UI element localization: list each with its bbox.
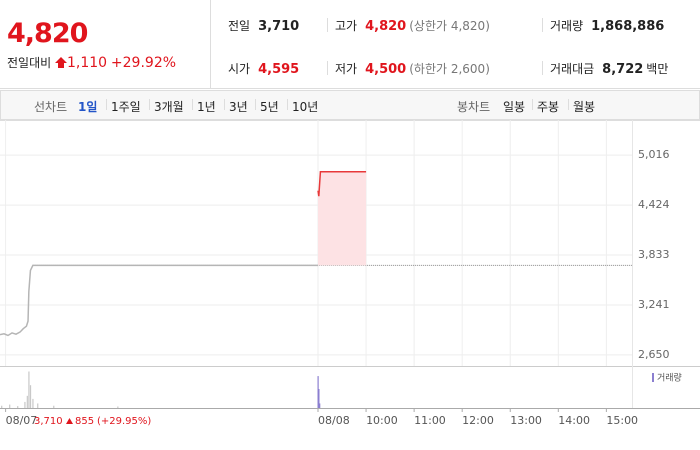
x-tick-label: 10:00 [366,414,398,427]
volume-bar [26,395,28,408]
stat-value: 4,820 [365,19,407,34]
y-tick-label: 4,424 [638,198,670,211]
change-pct: +29.92% [110,55,177,71]
stat-label: 고가 [335,19,358,33]
stat-label: 저가 [335,62,358,76]
stat-label: 시가 [228,62,251,76]
volume-bar [9,404,11,408]
stat-value: 3,710 [258,19,300,34]
stat-label: 전일 [228,19,251,33]
stat-value: 1,868,886 [591,19,665,34]
price: 4,820 [7,18,88,49]
volume-bar [1,405,3,408]
change-label: 전일대비 [7,56,52,70]
divider [568,99,569,110]
stat-note: (하한가 2,600) [409,62,490,76]
stat-value: 4,500 [365,62,407,77]
tab[interactable]: 5년 [260,100,279,114]
tab[interactable]: 1주일 [111,100,141,114]
x-tick-label: 12:00 [462,414,494,427]
y-tick-label: 3,241 [638,298,670,311]
stat-unit: 백만 [646,62,669,76]
line [317,170,367,197]
x-tick-label: 14:00 [558,414,590,427]
divider [149,99,150,110]
tab[interactable]: 주봉 [537,100,560,114]
volume-bar [318,389,320,408]
divider [542,61,543,75]
x-tick-label: 15:00 [606,414,638,427]
tab[interactable]: 3개월 [154,100,184,114]
stat-note: (상한가 4,820) [409,19,490,33]
tab[interactable]: 월봉 [573,100,596,114]
line [0,264,319,337]
y-tick-label: 2,650 [638,348,670,361]
divider [106,99,107,110]
legend-label: 거래량 [657,372,682,384]
tab-group-label: 선차트 [34,100,68,114]
x-tick-label: 08/07 [6,414,38,427]
stat: 고가 4,820 (상한가 4,820) [335,17,490,34]
stat: 저가 4,500 (하한가 2,600) [335,60,490,77]
stat: 시가 4,595 [228,60,299,77]
stat-value: 8,722 [602,62,644,77]
volume-bar [29,385,32,408]
y-tick-label: 3,833 [638,248,670,261]
divider [255,99,256,110]
tab-bar: 선차트 1일 1주일 3개월 1년 3년 5년 10년 봉차트 일봉 주봉 월봉 [0,90,700,120]
chart: 2,650 3,241 3,833 4,424 5,016 08/07 08/08 10:00… [0,120,700,427]
area [318,171,367,266]
divider [532,99,533,110]
change: 1,110 [67,55,108,71]
volume-bar [37,403,39,408]
stat: 전일 3,710 [228,17,299,34]
divider [327,61,328,75]
tab-group-label: 봉차트 [457,100,491,114]
prev-change-pct: (+29.95%) [97,416,151,427]
divider [542,18,543,32]
volume-bar [32,398,34,408]
x-tick-label: 08/08 [318,414,350,427]
volume-bar [53,405,55,408]
volume-bar [28,371,30,408]
tab[interactable]: 10년 [292,100,319,114]
stat-label: 거래량 [550,19,584,33]
volume-bar [117,406,119,408]
prev-close: 3,710 [34,416,63,427]
stat-label: 거래대금 [550,62,595,76]
x-tick-label: 13:00 [510,414,542,427]
change-row: 전일대비 1,110 +29.92% [7,54,176,71]
stat: 거래량 1,868,886 [550,17,664,34]
divider [327,18,328,32]
volume-bar [317,376,319,408]
prev-change: 855 [75,416,94,427]
tab[interactable]: 1년 [197,100,216,114]
tab[interactable]: 3년 [229,100,248,114]
divider [192,99,193,110]
volume-bar [24,401,26,408]
legend-swatch [652,373,654,382]
divider [287,99,288,110]
price-box: 4,820 전일대비 1,110 +29.92% [0,0,211,88]
volume-bar [17,406,19,408]
stat: 거래대금 8,722 백만 [550,60,668,77]
tab[interactable]: 1일 [78,100,98,114]
up-triangle [66,418,73,424]
y-tick-label: 5,016 [638,148,670,161]
tab[interactable]: 일봉 [503,100,526,114]
up-icon [55,57,67,68]
divider [224,99,225,110]
quote-header: 4,820 전일대비 1,110 +29.92% 전일 3,710 고가 4,820(… [0,0,700,89]
volume-bar [319,403,321,408]
x-tick-label: 11:00 [414,414,446,427]
stat-value: 4,595 [258,62,300,77]
